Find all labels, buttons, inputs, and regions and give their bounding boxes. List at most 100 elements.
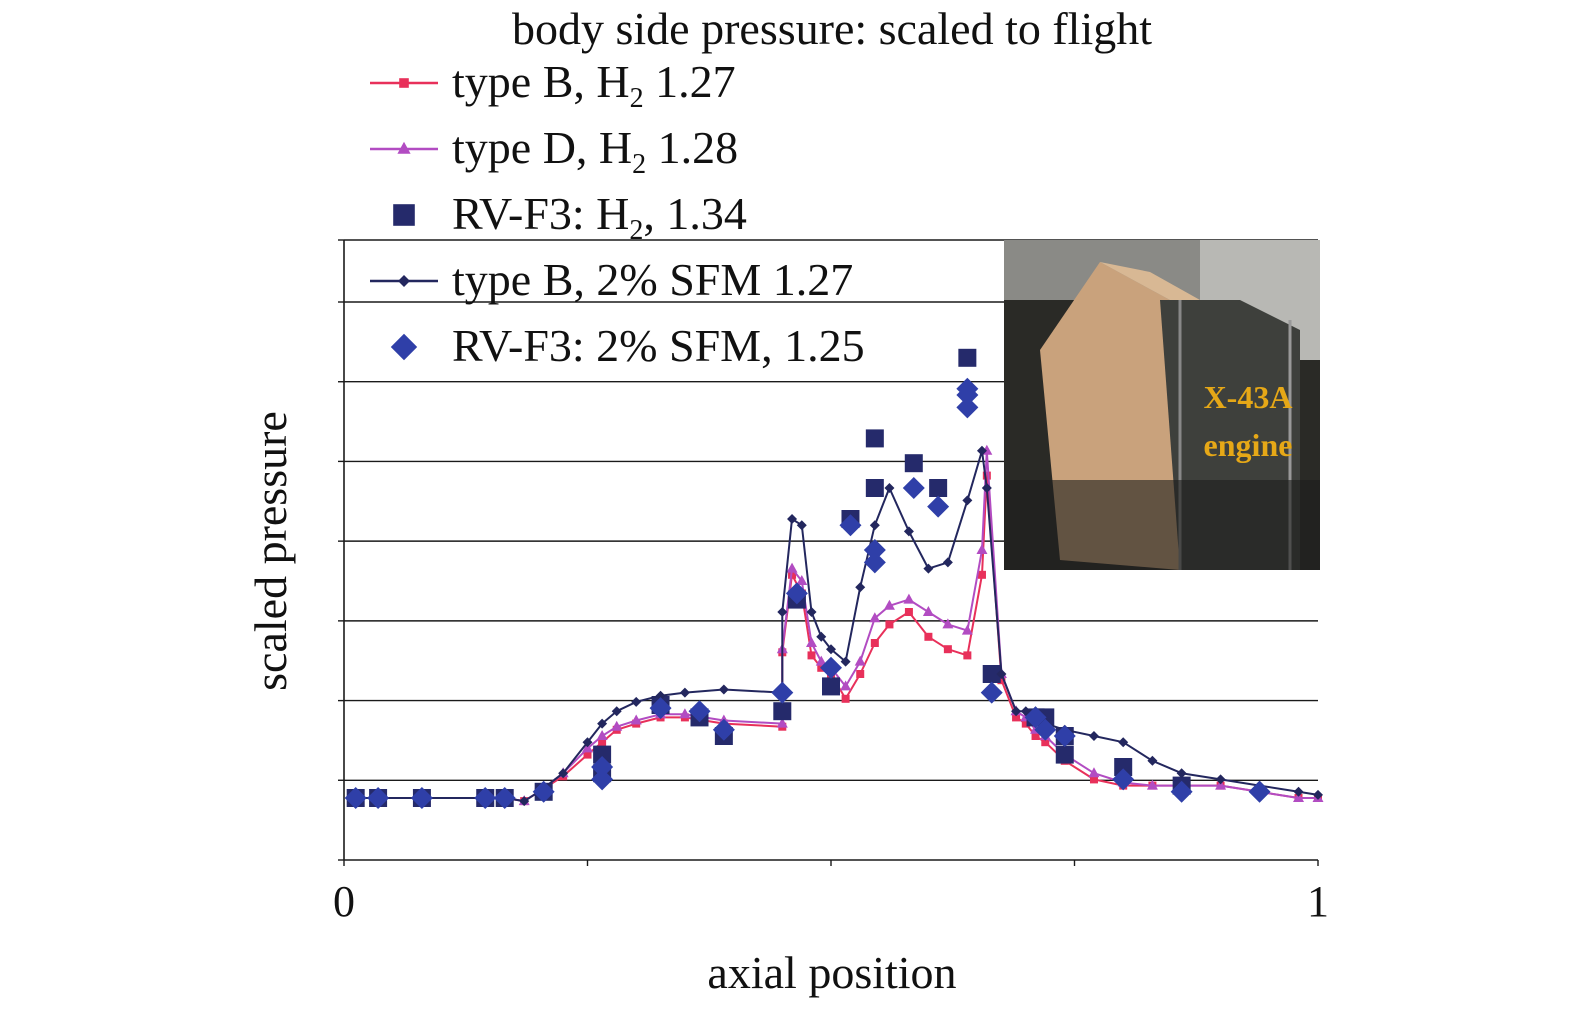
- data-point: [786, 562, 798, 573]
- data-point: [885, 620, 894, 629]
- data-point: [1034, 718, 1057, 741]
- data-point: [410, 787, 433, 809]
- data-point: [1031, 732, 1040, 740]
- data-point: [1248, 780, 1271, 803]
- data-point: [839, 514, 862, 537]
- data-point: [1041, 738, 1050, 747]
- inset-floor: [1004, 480, 1320, 570]
- data-point: [1053, 725, 1076, 747]
- data-point: [956, 377, 979, 400]
- data-point: [1088, 767, 1100, 778]
- data-point: [1293, 786, 1304, 797]
- series-layer: [344, 348, 1324, 809]
- data-point: [976, 445, 987, 456]
- data-point: [1215, 779, 1227, 790]
- data-point: [981, 483, 992, 493]
- legend-label: type B, 2% SFM 1.27: [452, 254, 853, 305]
- data-point: [1088, 731, 1099, 741]
- data-point: [903, 526, 914, 537]
- data-point: [558, 768, 569, 779]
- data-point: [787, 514, 798, 524]
- legend-item: RV-F3: H2, 1.34: [393, 188, 747, 246]
- series-line: [355, 449, 1318, 803]
- data-point: [785, 582, 808, 605]
- inset-label-line2: engine: [1204, 427, 1293, 463]
- data-point: [923, 563, 934, 574]
- data-point: [904, 608, 913, 616]
- data-point: [718, 684, 729, 695]
- data-point: [519, 796, 530, 807]
- data-point: [611, 720, 623, 731]
- legend: type B, H2 1.27 type D, H2 1.28 RV-F3: H2,…: [370, 56, 865, 371]
- data-point: [996, 669, 1007, 679]
- data-point: [924, 632, 933, 641]
- data-point: [997, 676, 1006, 685]
- data-point: [840, 680, 852, 691]
- data-point: [1055, 745, 1074, 764]
- data-point: [398, 275, 410, 287]
- data-point: [869, 520, 880, 531]
- data-point: [982, 665, 1001, 683]
- data-point: [1024, 706, 1047, 729]
- data-point: [649, 697, 672, 720]
- data-point: [942, 557, 953, 568]
- data-point: [344, 787, 367, 809]
- data-point: [883, 599, 895, 610]
- data-point: [822, 677, 840, 696]
- data-point: [777, 607, 788, 617]
- data-point: [865, 429, 884, 448]
- data-point: [922, 606, 934, 616]
- data-point: [1215, 774, 1226, 785]
- data-point: [976, 544, 988, 554]
- data-point: [815, 655, 827, 666]
- data-point: [982, 471, 991, 480]
- data-point: [820, 656, 842, 679]
- data-point: [679, 687, 690, 698]
- data-point: [1089, 775, 1098, 784]
- data-point: [591, 768, 614, 791]
- data-point: [902, 477, 925, 499]
- data-point: [855, 582, 866, 593]
- data-point: [493, 787, 516, 809]
- data-point: [1170, 780, 1193, 803]
- grid-layer: [344, 239, 1318, 781]
- data-point: [611, 706, 622, 717]
- data-point: [796, 575, 808, 585]
- data-point: [390, 333, 418, 361]
- legend-label: type D, H2 1.28: [452, 122, 738, 180]
- data-point: [1293, 792, 1305, 802]
- legend-item: type B, 2% SFM 1.27: [370, 254, 853, 305]
- data-point: [597, 718, 608, 729]
- data-point: [1011, 706, 1022, 717]
- data-point: [929, 479, 948, 497]
- data-point: [582, 737, 593, 748]
- series-line: [355, 474, 1318, 803]
- x-axis-label: axial position: [707, 947, 956, 998]
- data-point: [903, 593, 915, 604]
- data-point: [776, 717, 788, 728]
- legend-label: RV-F3: H2, 1.34: [452, 188, 747, 246]
- data-point: [1118, 737, 1129, 748]
- data-point: [1012, 713, 1021, 722]
- data-point: [1147, 755, 1158, 766]
- x-tick-label: 0: [333, 877, 355, 926]
- data-point: [474, 787, 497, 809]
- data-point: [1112, 768, 1135, 791]
- data-point: [1021, 719, 1030, 728]
- data-point: [688, 700, 711, 723]
- data-point: [841, 694, 850, 703]
- data-point: [980, 681, 1003, 704]
- data-point: [598, 738, 607, 747]
- data-point: [596, 730, 608, 740]
- data-point: [958, 348, 977, 367]
- inset-photo: X-43A engine: [1004, 240, 1320, 570]
- data-point: [771, 681, 794, 704]
- data-point: [655, 690, 666, 701]
- data-point: [806, 607, 817, 617]
- inset-label-line1: X-43A: [1204, 379, 1293, 415]
- data-point: [399, 78, 409, 88]
- data-point: [956, 396, 979, 419]
- data-point: [796, 520, 807, 531]
- data-point: [826, 644, 836, 655]
